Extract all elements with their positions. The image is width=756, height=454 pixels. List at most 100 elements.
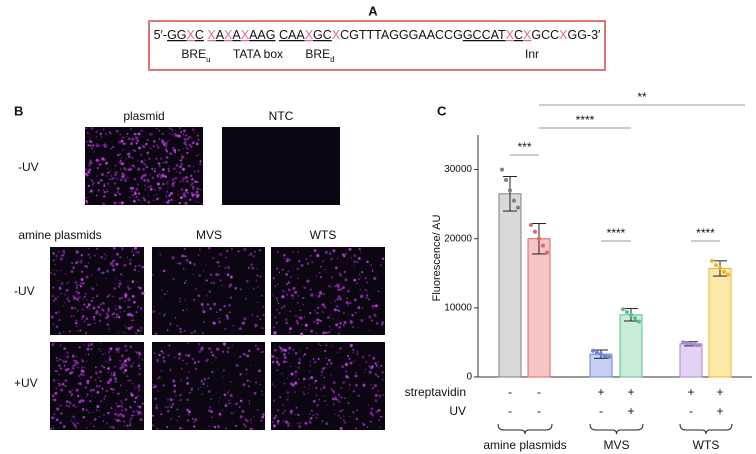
speckle: [116, 153, 120, 157]
speckle: [61, 383, 65, 386]
speckle: [288, 331, 291, 334]
speckle: [83, 265, 85, 267]
speckle: [306, 262, 310, 265]
speckle: [186, 151, 189, 154]
speckle: [185, 143, 187, 146]
speckle: [344, 362, 349, 367]
speckle: [289, 327, 292, 331]
speckle: [197, 360, 200, 363]
speckle: [193, 421, 195, 424]
speckle: [147, 194, 150, 197]
speckle: [114, 164, 117, 167]
speckle: [90, 299, 94, 303]
speckle: [262, 314, 265, 317]
speckle: [184, 282, 186, 284]
data-point: [603, 354, 607, 359]
speckle: [235, 363, 239, 368]
data-point: [512, 198, 516, 203]
speckle: [349, 343, 353, 348]
speckle: [183, 138, 187, 142]
speckle: [290, 372, 294, 376]
speckle: [141, 135, 144, 137]
bar: [679, 343, 703, 378]
speckle: [134, 350, 137, 353]
speckle: [289, 365, 291, 368]
speckle: [126, 285, 130, 289]
speckle: [78, 301, 81, 303]
speckle: [351, 348, 355, 352]
speckle: [378, 361, 380, 363]
speckle: [320, 388, 322, 391]
column-label: WTS: [310, 228, 337, 242]
speckle: [51, 416, 54, 419]
seq-part: CGTTTAGGGAACCG: [340, 28, 463, 42]
speckle: [115, 252, 120, 256]
speckle: [291, 425, 293, 427]
speckle: [144, 174, 147, 177]
speckle: [147, 186, 149, 188]
data-point: [607, 354, 611, 359]
speckle: [243, 423, 246, 426]
seq-x: X: [523, 28, 532, 42]
speckle: [106, 411, 110, 415]
speckle: [135, 310, 138, 314]
speckle: [89, 177, 91, 180]
speckle: [163, 175, 166, 177]
speckle: [100, 135, 103, 138]
speckle: [112, 312, 115, 315]
speckle: [138, 373, 141, 376]
speckle: [325, 344, 328, 347]
speckle: [167, 187, 169, 189]
speckle: [136, 198, 140, 202]
speckle: [246, 379, 249, 382]
speckle: [135, 250, 138, 254]
speckle: [153, 167, 157, 170]
speckle: [117, 347, 121, 351]
speckle: [95, 131, 98, 134]
speckle: [99, 303, 102, 306]
speckle: [180, 188, 184, 191]
speckle: [129, 405, 132, 409]
speckle: [353, 254, 357, 258]
speckle: [126, 424, 129, 427]
speckle: [79, 329, 82, 332]
speckle: [50, 271, 53, 274]
speckle: [320, 374, 323, 377]
speckle: [360, 295, 363, 299]
speckle: [358, 273, 361, 276]
speckle: [151, 273, 155, 276]
speckle: [294, 370, 298, 374]
speckle: [239, 288, 242, 291]
speckle: [51, 341, 55, 345]
speckle: [297, 366, 300, 369]
speckle: [132, 133, 135, 135]
speckle: [185, 308, 188, 310]
speckle: [382, 415, 384, 417]
speckle: [67, 401, 69, 403]
speckle: [361, 271, 364, 274]
speckle: [288, 352, 290, 355]
speckle: [292, 286, 296, 291]
speckle: [138, 264, 141, 267]
speckle: [258, 249, 261, 252]
speckle: [342, 311, 345, 315]
speckle: [62, 249, 66, 253]
speckle: [360, 252, 362, 254]
speckle: [75, 286, 79, 289]
speckle: [281, 372, 283, 375]
speckle: [322, 331, 326, 335]
speckle: [345, 301, 349, 305]
speckle: [88, 168, 92, 172]
speckle: [125, 389, 127, 391]
speckle: [262, 350, 264, 353]
speckle: [72, 266, 75, 269]
speckle: [160, 413, 162, 415]
speckle: [65, 368, 68, 372]
speckle: [186, 408, 189, 412]
data-point: [629, 312, 633, 317]
speckle: [86, 347, 90, 351]
speckle: [198, 248, 201, 251]
speckle: [70, 306, 74, 310]
speckle: [381, 371, 384, 374]
speckle: [80, 277, 84, 281]
